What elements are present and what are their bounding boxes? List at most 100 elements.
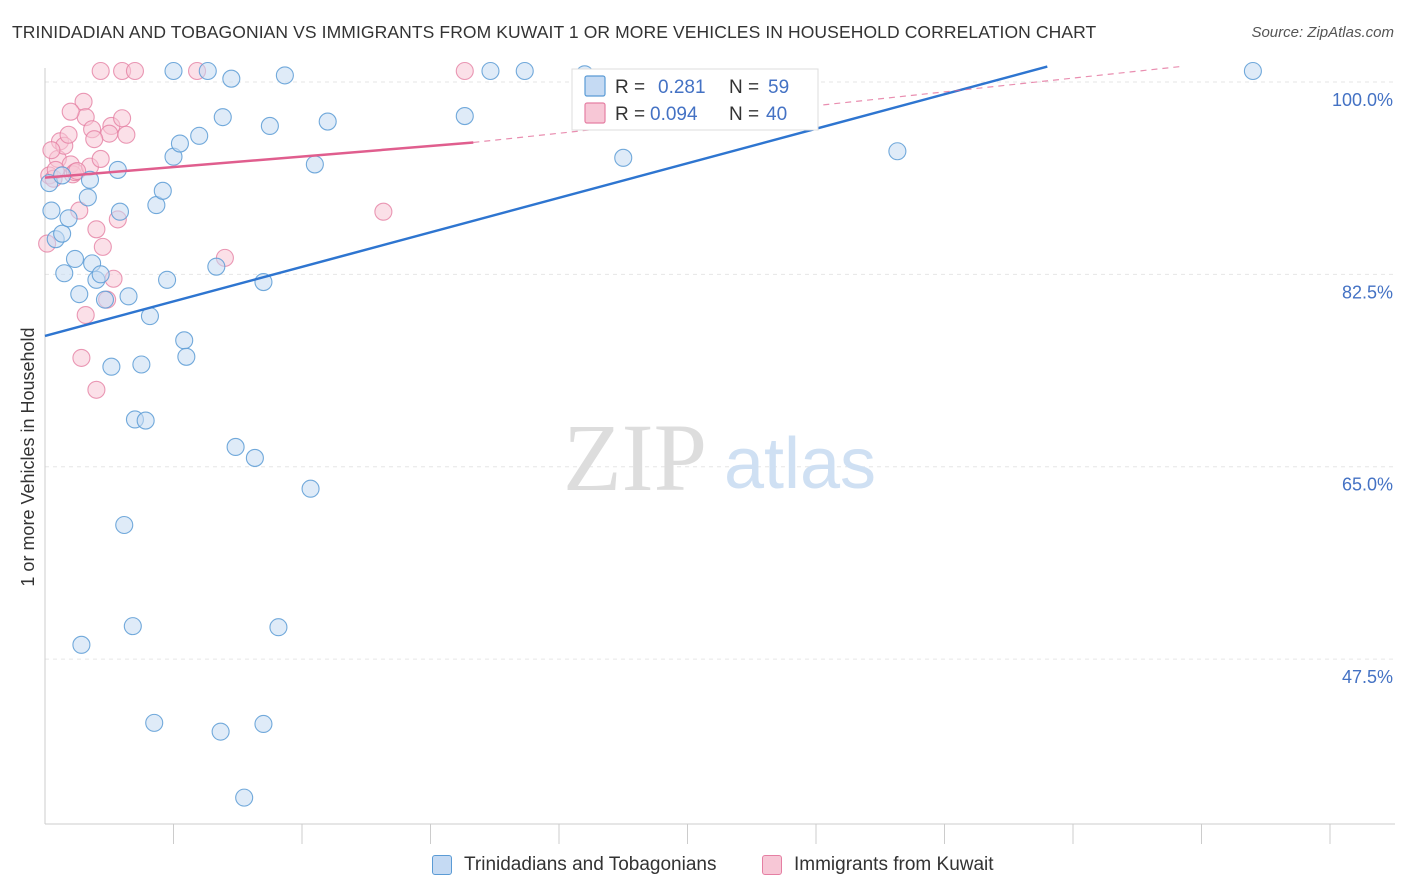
- stats-n-value-blue: 59: [768, 77, 789, 98]
- trinidad-point-6: [65, 249, 85, 269]
- trinidad-point-29: [164, 61, 183, 81]
- legend-item-kuwait: Immigrants from Kuwait: [762, 852, 994, 878]
- stats-r-label-blue: R =: [615, 77, 645, 98]
- trinidad-point-1: [42, 201, 61, 220]
- axes-layer: [44, 68, 1395, 844]
- trinidad-point-13: [95, 290, 115, 309]
- legend-swatch-trinidad: [432, 855, 452, 875]
- trinidad-point-48: [888, 142, 907, 161]
- trinidad-point-32: [207, 257, 226, 276]
- kuwait-point-23: [117, 125, 136, 144]
- trinidad-point-57: [115, 515, 134, 535]
- trinidad-point-14: [102, 357, 121, 376]
- kuwait-point-16: [91, 149, 110, 168]
- trinidad-point-27: [175, 331, 194, 350]
- trend-lines: [44, 65, 1181, 338]
- series-legend: Trinidadians and Tobagonians Immigrants …: [0, 850, 1406, 880]
- trinidad-point-3: [53, 224, 72, 243]
- trinidad-point-45: [515, 61, 534, 81]
- kuwait-point-29: [125, 61, 144, 81]
- trinidad-point-7: [70, 285, 89, 304]
- trinidad-point-55: [269, 618, 288, 637]
- trinidad-point-51: [123, 617, 142, 636]
- kuwait-point-32: [455, 61, 474, 81]
- trinidad-point-42: [318, 112, 337, 131]
- kuwait-point-22: [113, 109, 132, 128]
- trinidad-point-43: [455, 107, 474, 126]
- stats-swatch-blue: [584, 75, 606, 97]
- trinidad-point-16: [110, 202, 130, 221]
- trinidad-point-28: [177, 347, 196, 366]
- kuwait-point-15: [87, 220, 106, 239]
- kuwait-point-24: [76, 305, 95, 325]
- kuwait-point-27: [91, 61, 110, 81]
- stats-r-value-pink: 0.094: [650, 104, 698, 125]
- trinidad-point-23: [153, 181, 172, 200]
- trinidad-point-4: [59, 209, 78, 228]
- trinidad-point-47: [614, 148, 633, 167]
- stats-swatch-pink: [584, 102, 606, 124]
- stats-n-label-blue: N =: [729, 77, 759, 98]
- y-tick-label-3: 47.5%: [1342, 667, 1393, 687]
- stats-n-label-pink: N =: [729, 104, 759, 125]
- watermark-atlas: atlas: [724, 424, 876, 504]
- trinidad-point-12: [91, 265, 110, 284]
- kuwait-point-6: [59, 125, 78, 144]
- trinidad-point-56: [235, 788, 254, 807]
- kuwait-point-39: [42, 141, 61, 160]
- legend-item-trinidad: Trinidadians and Tobagonians: [432, 852, 716, 878]
- trinidad-point-5: [55, 264, 74, 283]
- stats-n-value-pink: 40: [766, 104, 787, 125]
- legend-swatch-kuwait: [762, 855, 782, 875]
- trinidad-point-31: [198, 61, 217, 81]
- scatter-chart: ZIP atlas 100.0%82.5%65.0%47.5%0.0%30.0%…: [18, 61, 1395, 844]
- trend-line-trinidad: [44, 65, 1048, 338]
- trinidad-point-19: [132, 355, 151, 374]
- trinidad-point-17: [119, 287, 138, 306]
- trend-line-kuwait-extension: [473, 65, 1181, 144]
- trinidad-point-52: [145, 713, 164, 732]
- kuwait-points: [38, 61, 474, 399]
- kuwait-point-26: [87, 380, 106, 399]
- kuwait-point-34: [61, 102, 80, 121]
- stats-legend-box: [571, 68, 819, 131]
- trinidad-point-20: [136, 411, 155, 430]
- trend-line-kuwait: [44, 141, 474, 179]
- grid-layer: [45, 81, 1395, 660]
- trinidad-point-34: [222, 69, 241, 88]
- watermark-zip: ZIP: [563, 404, 707, 511]
- watermark: ZIP atlas: [563, 404, 876, 511]
- kuwait-point-35: [100, 124, 119, 143]
- stats-legend: R = 0.281 N = 59 R = 0.094 N = 40: [571, 68, 819, 131]
- trinidad-point-9: [80, 170, 100, 189]
- trinidad-point-49: [1243, 61, 1262, 81]
- trinidad-point-40: [301, 479, 320, 498]
- trinidad-point-33: [213, 108, 232, 127]
- trinidad-point-36: [245, 448, 264, 467]
- y-tick-label-1: 82.5%: [1342, 282, 1393, 302]
- trinidad-point-38: [260, 116, 279, 136]
- trinidad-point-8: [78, 188, 97, 207]
- axis-labels: 100.0%82.5%65.0%47.5%0.0%30.0%1 or more …: [18, 90, 1393, 687]
- kuwait-point-37: [85, 130, 104, 149]
- trinidad-point-44: [481, 61, 500, 81]
- trinidad-point-35: [226, 437, 245, 456]
- legend-label-kuwait: Immigrants from Kuwait: [794, 854, 994, 875]
- kuwait-point-25: [72, 348, 91, 367]
- legend-label-trinidad: Trinidadians and Tobagonians: [464, 854, 717, 875]
- trinidad-point-24: [158, 270, 177, 289]
- trinidad-point-41: [305, 155, 324, 174]
- y-tick-label-2: 65.0%: [1342, 475, 1393, 495]
- trinidad-points: [40, 61, 1262, 807]
- kuwait-point-17: [93, 237, 112, 256]
- stats-r-value-blue: 0.281: [658, 77, 706, 98]
- trinidad-point-50: [72, 635, 91, 654]
- trinidad-point-54: [254, 714, 273, 734]
- trinidad-point-30: [190, 126, 209, 145]
- trinidad-point-26: [170, 134, 189, 153]
- trinidad-point-53: [211, 722, 230, 741]
- source-label: Source: ZipAtlas.com: [1251, 24, 1394, 41]
- kuwait-point-33: [374, 202, 393, 221]
- stats-r-label-pink: R =: [615, 104, 645, 125]
- trinidad-point-39: [275, 66, 294, 85]
